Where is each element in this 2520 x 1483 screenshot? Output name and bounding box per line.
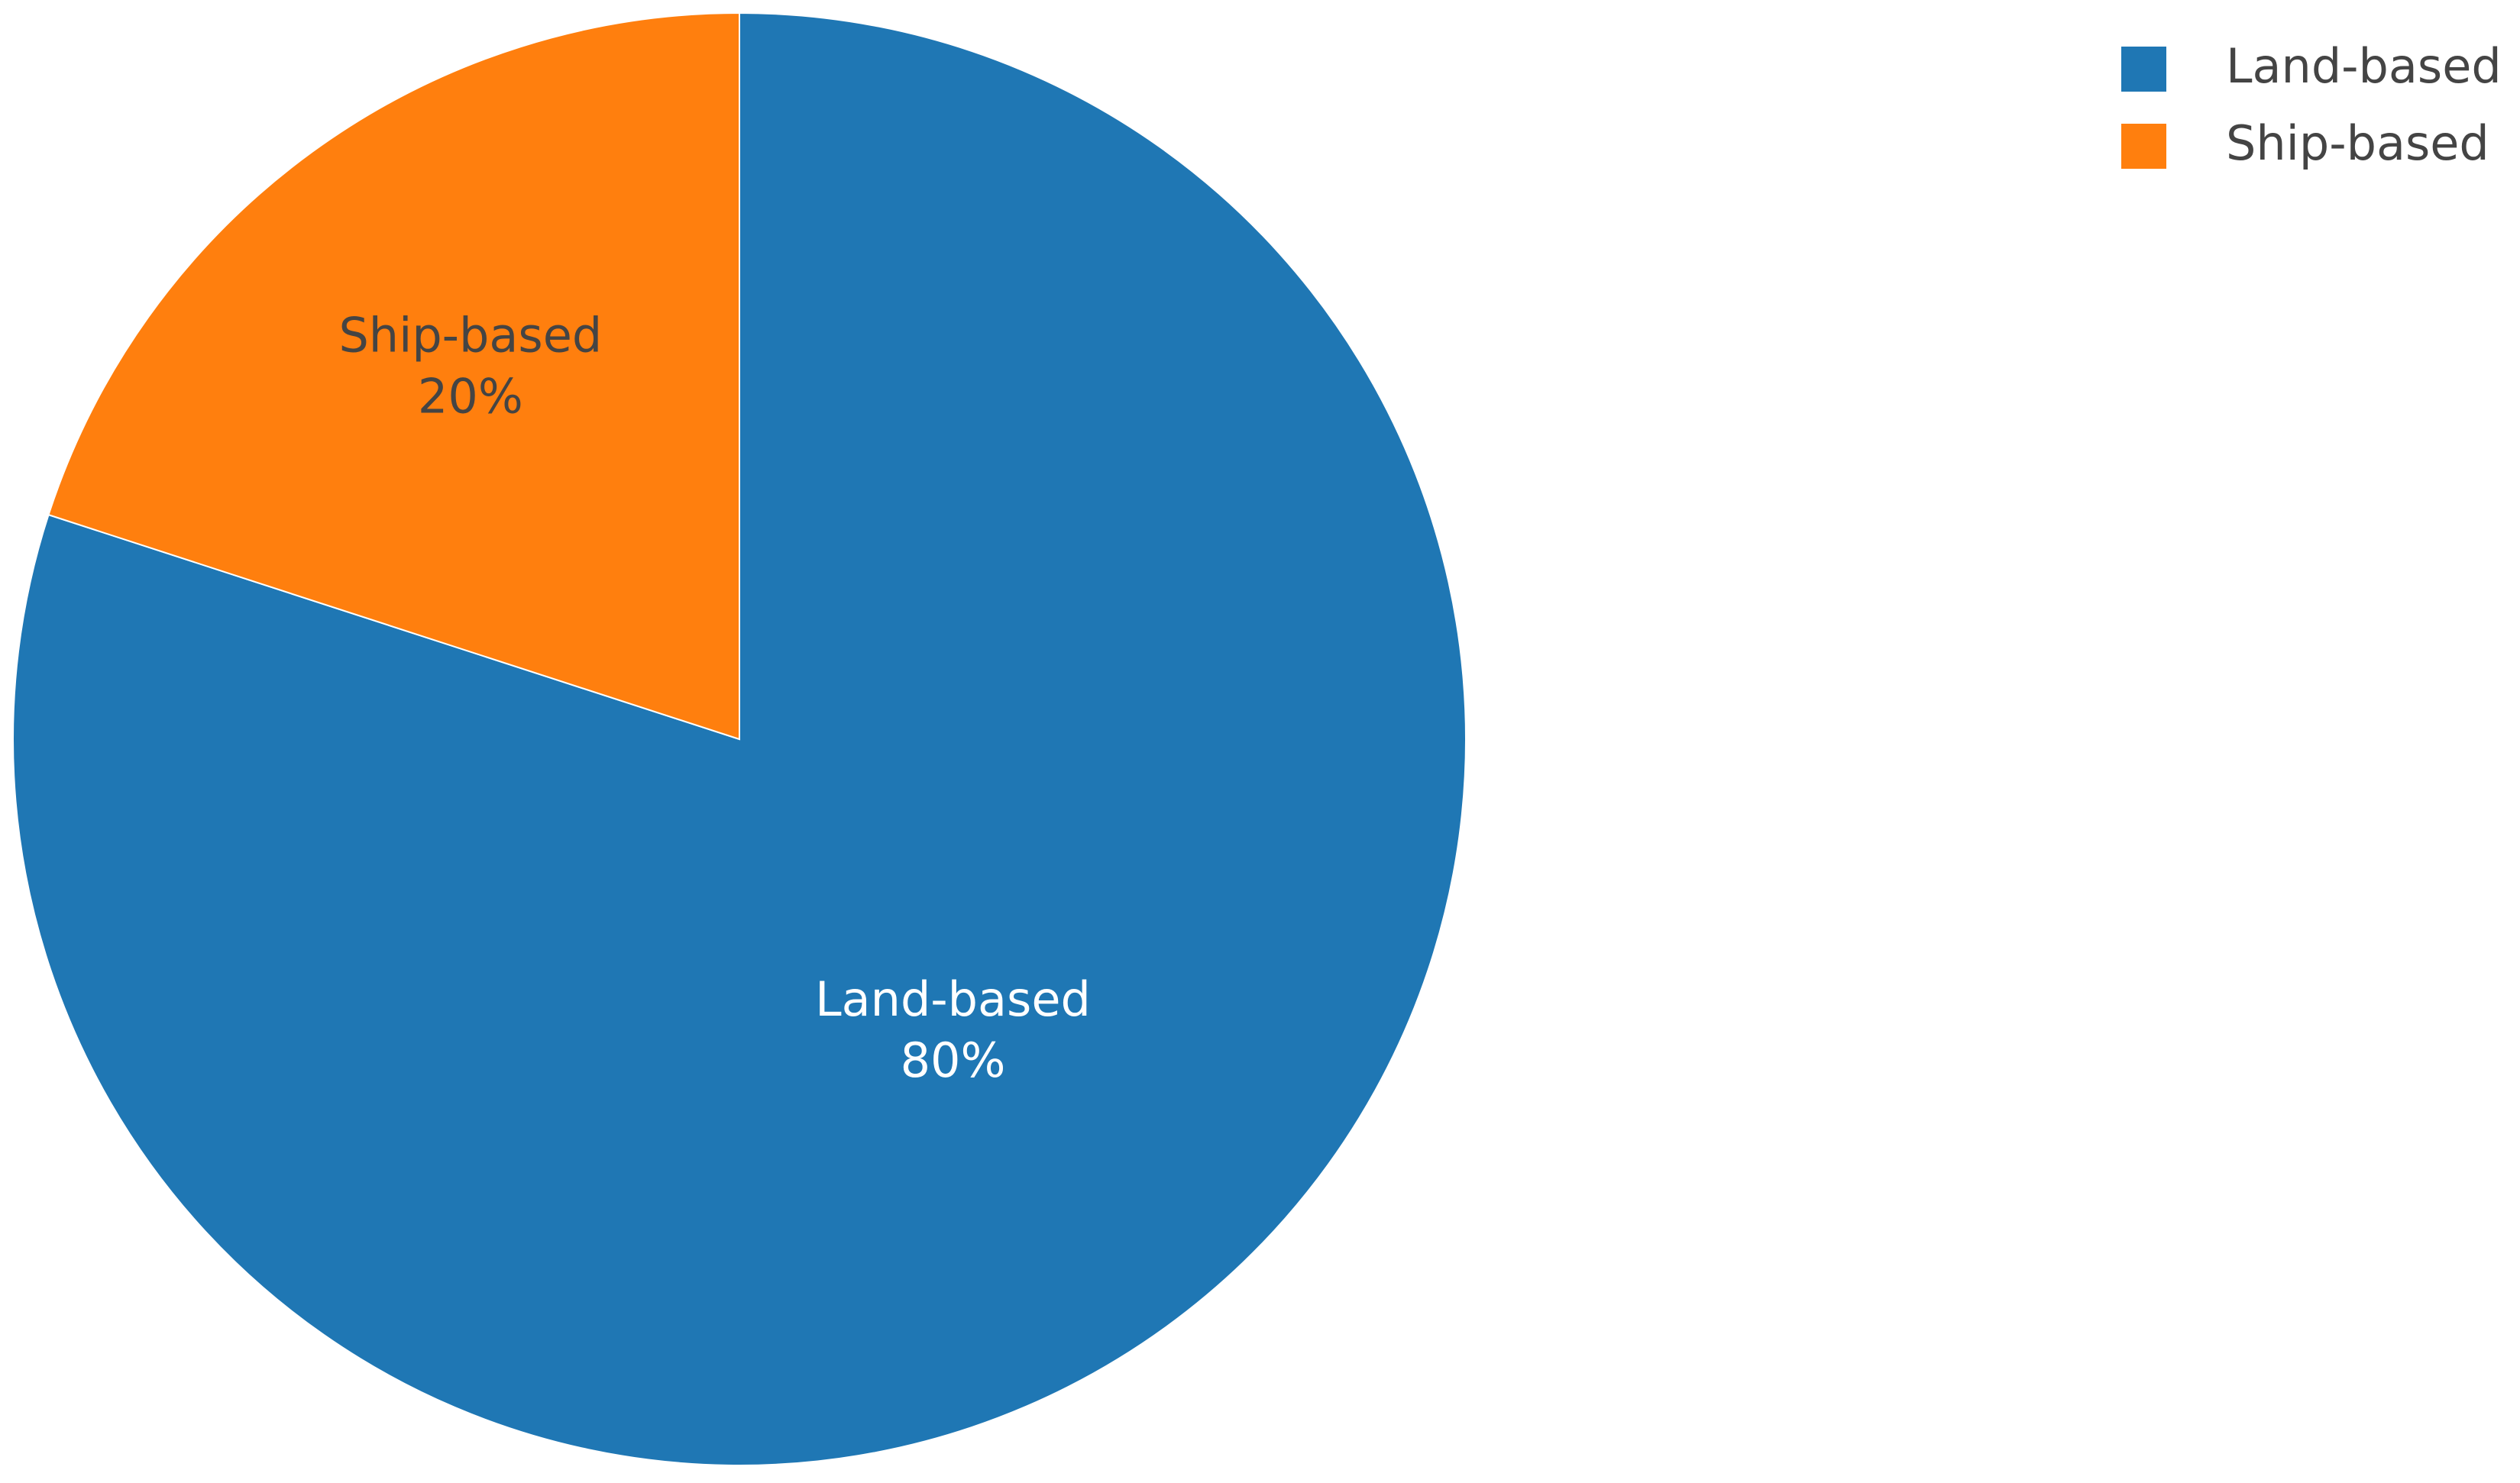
slice-value-label: 80% — [901, 1032, 1006, 1088]
pie-slice — [47, 11, 740, 741]
legend-swatch — [2121, 124, 2166, 169]
legend-label: Ship-based — [2226, 115, 2489, 171]
slice-value-label: 20% — [418, 368, 523, 424]
slice-label: Ship-based — [338, 307, 602, 363]
legend-label: Land-based — [2226, 38, 2502, 94]
slice-label: Land-based — [815, 971, 1091, 1027]
legend-swatch — [2121, 47, 2166, 92]
